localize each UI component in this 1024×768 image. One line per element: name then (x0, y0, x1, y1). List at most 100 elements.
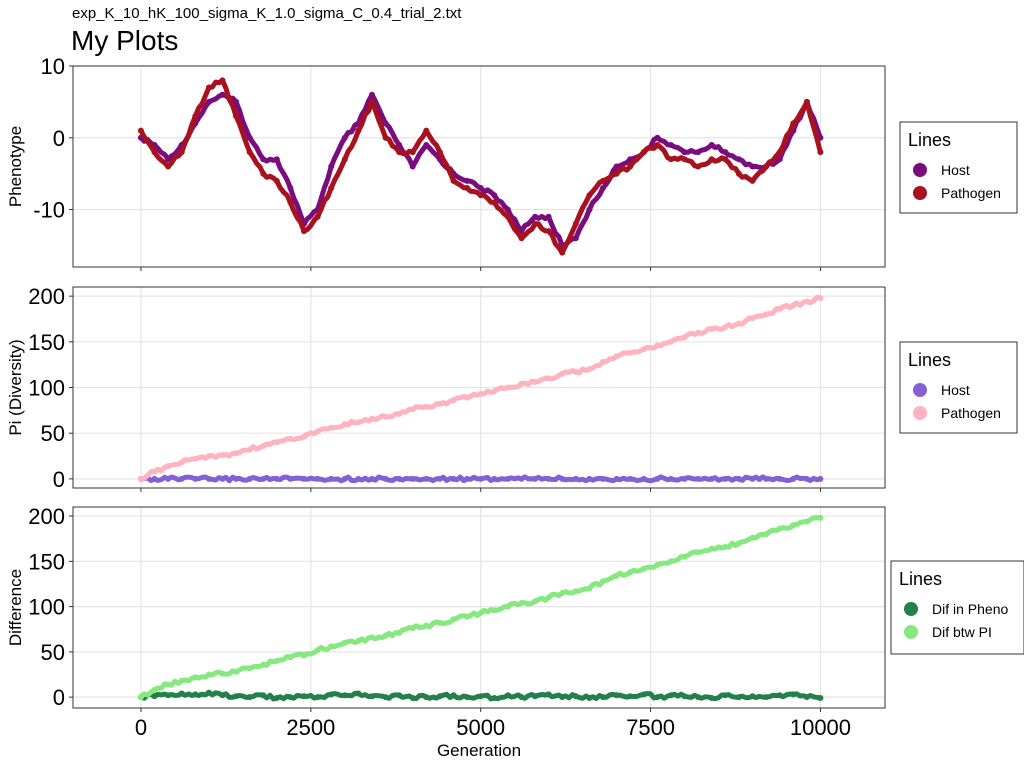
data-point (600, 578, 606, 585)
data-point (287, 475, 294, 482)
panel-border (72, 506, 886, 709)
y-axis-title: Difference (6, 569, 25, 646)
plot-title: My Plots (71, 25, 179, 56)
data-point (572, 220, 579, 227)
data-point (627, 163, 634, 170)
data-point (586, 695, 593, 701)
data-point (763, 475, 770, 482)
data-point (436, 400, 443, 407)
data-point (287, 654, 294, 661)
data-point (722, 156, 729, 163)
data-point (273, 657, 280, 664)
data-point (328, 185, 335, 191)
data-point (137, 694, 144, 701)
data-point (749, 163, 756, 170)
data-point (695, 694, 702, 701)
legend-key (904, 625, 918, 639)
data-point (586, 206, 593, 213)
data-point (192, 674, 199, 681)
data-point (328, 643, 335, 650)
data-point (491, 388, 498, 395)
data-point (654, 342, 661, 349)
data-point (572, 588, 579, 595)
x-tick-label: 7500 (626, 715, 675, 740)
data-point (260, 443, 267, 449)
data-point (545, 375, 552, 382)
data-point (341, 134, 348, 141)
data-point (803, 98, 810, 105)
data-point (396, 692, 403, 699)
x-tick-label: 2500 (286, 715, 335, 740)
data-point (763, 694, 770, 701)
data-point (613, 163, 620, 170)
data-point (409, 163, 416, 170)
data-point (708, 156, 715, 163)
series-dif-in-pheno (137, 689, 824, 702)
legend-label: Dif in Pheno (932, 601, 1008, 617)
data-point (341, 475, 348, 482)
data-point (436, 149, 443, 156)
data-point (369, 91, 375, 98)
x-tick-label: 5000 (456, 715, 505, 740)
data-point (532, 693, 539, 700)
data-point (504, 475, 511, 482)
x-tick-label: 0 (135, 715, 147, 740)
data-point (355, 419, 362, 426)
data-point (504, 206, 511, 213)
data-point (246, 665, 253, 672)
y-tick-label: 100 (28, 595, 65, 620)
data-point (382, 475, 389, 482)
series-pathogen (137, 77, 824, 256)
data-point (260, 170, 267, 177)
data-point (776, 156, 783, 163)
legend-key (913, 186, 927, 200)
data-point (640, 346, 647, 353)
data-point (219, 91, 226, 98)
data-point (382, 413, 389, 420)
data-point (369, 693, 375, 700)
data-point (477, 609, 484, 616)
data-point (178, 677, 185, 684)
data-point (749, 475, 756, 482)
data-point (735, 156, 742, 163)
data-point (559, 370, 566, 377)
data-point (409, 149, 416, 156)
legend-title: Lines (908, 350, 951, 370)
data-point (600, 177, 606, 184)
data-point (504, 213, 511, 220)
data-point (586, 192, 593, 199)
data-point (695, 475, 702, 482)
data-point (205, 475, 212, 482)
data-point (654, 694, 661, 701)
data-point (640, 149, 647, 156)
data-point (287, 199, 294, 206)
data-point (776, 475, 783, 482)
data-point (369, 415, 375, 422)
chart-panel-1: 10 0 -10 Phenotype Lines Host Pathogen (6, 54, 1018, 271)
data-point (749, 534, 756, 541)
data-point (790, 302, 797, 309)
data-point (491, 695, 498, 701)
data-point (654, 142, 661, 148)
data-point (246, 475, 253, 482)
data-point (423, 127, 430, 134)
data-point (314, 475, 321, 482)
legend: Lines Host Pathogen (899, 121, 1018, 214)
data-point (668, 475, 674, 482)
data-point (776, 525, 783, 532)
y-tick-label: 150 (28, 549, 65, 574)
data-point (314, 647, 321, 654)
y-tick-label: 100 (28, 376, 65, 401)
data-point (722, 692, 729, 699)
data-point (518, 694, 525, 701)
data-point (301, 652, 307, 659)
data-point (382, 120, 389, 127)
data-point (586, 475, 593, 482)
data-point (328, 475, 335, 482)
legend-label: Host (941, 162, 970, 178)
data-point (695, 329, 702, 336)
data-point (423, 694, 430, 701)
data-point (559, 590, 566, 596)
data-point (708, 326, 715, 332)
data-point (464, 613, 471, 620)
